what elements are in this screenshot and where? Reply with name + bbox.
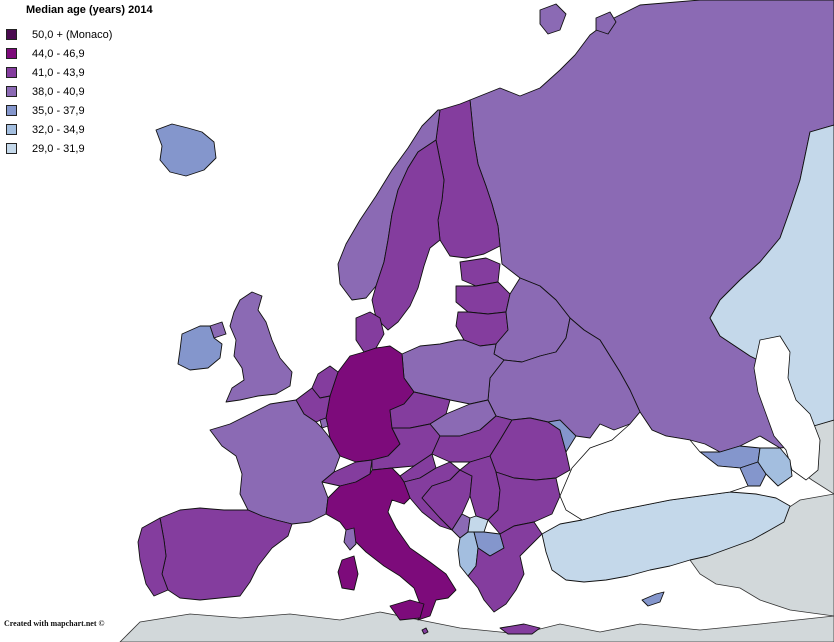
legend-label: 35,0 - 37,9 — [32, 104, 85, 117]
legend-item: 41,0 - 43,9 — [6, 63, 153, 82]
black-sea — [559, 411, 749, 521]
country-bosnia — [421, 469, 473, 531]
legend-swatch — [6, 124, 17, 135]
country-greece — [467, 521, 543, 613]
legend-item: 44,0 - 46,9 — [6, 44, 153, 63]
country-russia-novaya-zemlya — [539, 3, 567, 35]
map-title: Median age (years) 2014 — [26, 4, 153, 16]
legend: Median age (years) 2014 50,0 + (Monaco) … — [6, 4, 153, 158]
country-denmark — [355, 311, 385, 353]
country-portugal — [137, 517, 169, 597]
legend-item: 32,0 - 34,9 — [6, 120, 153, 139]
legend-label: 50,0 + (Monaco) — [32, 28, 113, 41]
legend-item: 50,0 + (Monaco) — [6, 25, 153, 44]
caspian-sea — [753, 335, 821, 481]
region-north-africa — [119, 611, 834, 642]
legend-item: 29,0 - 31,9 — [6, 139, 153, 158]
legend-items: 50,0 + (Monaco) 44,0 - 46,9 41,0 - 43,9 … — [6, 25, 153, 158]
country-italy — [325, 467, 457, 621]
legend-swatch — [6, 29, 17, 40]
country-ireland — [177, 325, 223, 371]
country-sweden — [371, 139, 445, 331]
country-azerbaijan — [757, 447, 793, 487]
country-cyprus — [641, 591, 665, 607]
country-malta — [421, 627, 429, 635]
country-italy-sardinia — [337, 555, 359, 591]
legend-swatch — [6, 48, 17, 59]
legend-label: 32,0 - 34,9 — [32, 123, 85, 136]
country-russia-arctic-isle — [595, 11, 617, 35]
legend-label: 29,0 - 31,9 — [32, 142, 85, 155]
country-moldova — [547, 419, 577, 453]
country-estonia — [459, 257, 501, 287]
legend-label: 41,0 - 43,9 — [32, 66, 85, 79]
legend-swatch — [6, 67, 17, 78]
legend-label: 44,0 - 46,9 — [32, 47, 85, 60]
country-iceland — [155, 123, 217, 177]
legend-item: 35,0 - 37,9 — [6, 101, 153, 120]
legend-item: 38,0 - 40,9 — [6, 82, 153, 101]
country-greece-crete — [499, 623, 541, 635]
country-italy-sicily — [389, 599, 425, 621]
country-france-corsica — [343, 527, 357, 551]
legend-swatch — [6, 143, 17, 154]
legend-swatch — [6, 86, 17, 97]
legend-label: 38,0 - 40,9 — [32, 85, 85, 98]
country-luxembourg — [319, 417, 329, 429]
country-france — [209, 399, 341, 525]
credit-text: Created with mapchart.net © — [4, 619, 105, 628]
country-united-kingdom — [225, 291, 293, 403]
legend-swatch — [6, 105, 17, 116]
country-latvia — [455, 281, 511, 315]
